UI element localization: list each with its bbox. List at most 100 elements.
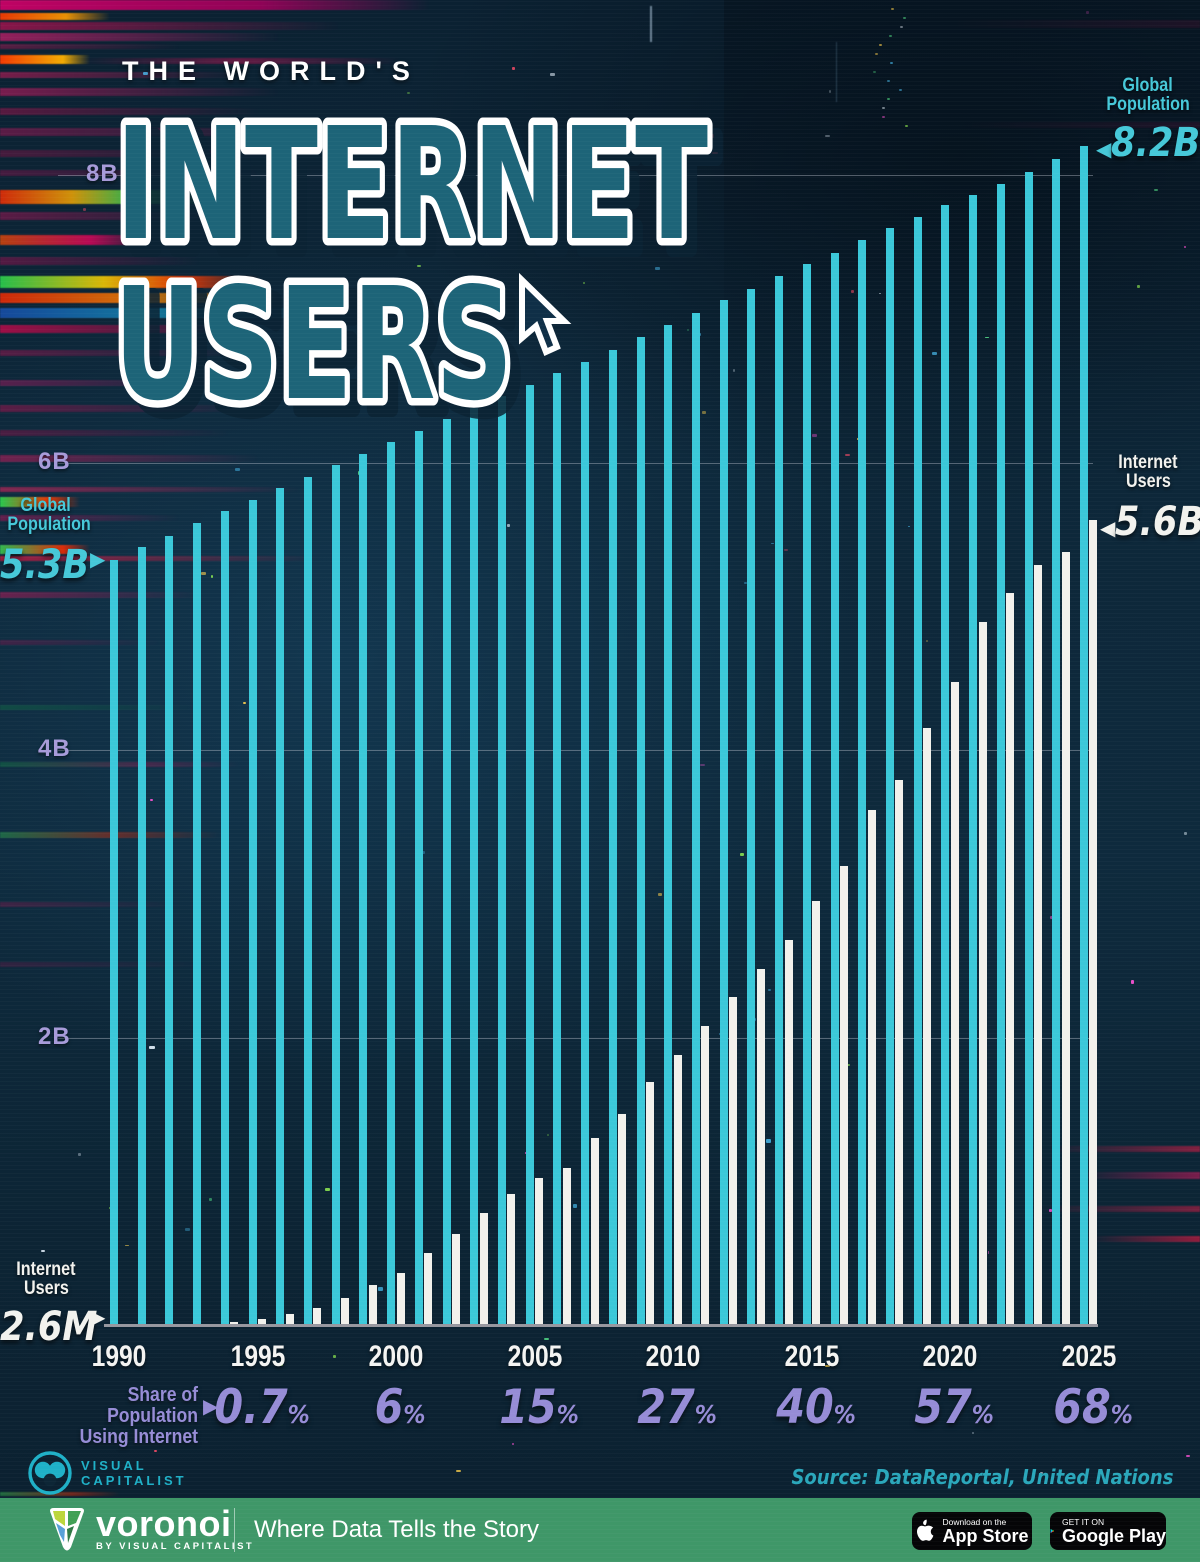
- glitch-speck: [844, 453, 850, 457]
- internet-users-bar: [479, 1212, 488, 1325]
- x-axis-tick: 2020: [923, 1340, 978, 1373]
- internet-users-bar: [285, 1314, 294, 1325]
- glitch-speck: [143, 72, 148, 76]
- internet-users-bar: [1061, 551, 1070, 1325]
- internet-users-bar: [923, 728, 932, 1325]
- population-bar: [193, 522, 202, 1325]
- title-kicker: THE WORLD'S: [122, 56, 420, 86]
- annotation-value: 5.6B: [1115, 499, 1200, 545]
- glitch-speck: [1075, 1360, 1080, 1364]
- glitch-speck: [1154, 188, 1158, 191]
- glitch-speck: [882, 107, 886, 109]
- population-bar: [137, 547, 146, 1325]
- annotation-label: Internet: [1118, 452, 1178, 473]
- glitch-speck: [812, 434, 818, 438]
- svg-text:INTERNET: INTERNET: [126, 105, 718, 286]
- glitch-speck: [846, 1063, 851, 1067]
- voronoi-brand[interactable]: voronoi BY VISUAL CAPITALIST: [96, 1506, 255, 1553]
- bar-series: [110, 146, 1098, 1325]
- apple-icon: [917, 1519, 934, 1541]
- glitch-speck: [150, 798, 154, 801]
- vc-logo-line2: CAPITALIST: [81, 1473, 187, 1488]
- share-value: 6%: [374, 1380, 426, 1435]
- glitch-speck: [882, 116, 886, 118]
- glitch-speck: [783, 548, 789, 551]
- glitch-speck: [377, 1287, 384, 1291]
- glitch-speck: [573, 1204, 578, 1208]
- glitch-speck: [879, 44, 883, 46]
- internet-users-bar: [729, 997, 738, 1325]
- glitch-speck: [546, 1134, 549, 1137]
- population-bar: [941, 205, 950, 1325]
- glitch-speck: [512, 67, 516, 71]
- x-axis-tick: 2025: [1061, 1340, 1117, 1373]
- annotation-label: Internet: [16, 1259, 76, 1280]
- gridline: [58, 462, 1093, 464]
- app-store-badge[interactable]: Download on the App Store: [912, 1512, 1032, 1550]
- annotation-pop-1990: Global Population 5.3B: [0, 496, 92, 588]
- svg-text:USERS: USERS: [124, 265, 523, 446]
- internet-users-bar: [978, 622, 987, 1325]
- glitch-speck: [325, 1188, 330, 1191]
- population-bar: [359, 453, 368, 1325]
- internet-users-bar: [1006, 593, 1015, 1325]
- glitch-speck: [851, 290, 855, 293]
- glitch-speck: [1183, 245, 1186, 249]
- annotation-label: Users: [23, 1278, 69, 1299]
- population-bar: [1079, 146, 1088, 1325]
- glitch-speck: [874, 53, 878, 55]
- population-bar: [470, 407, 479, 1325]
- population-bar: [165, 535, 174, 1325]
- population-bar: [913, 216, 922, 1325]
- glitch-speck: [701, 410, 706, 414]
- google-play-small-text: GET IT ON: [1061, 1516, 1105, 1527]
- glitch-speck: [1137, 285, 1141, 289]
- visual-capitalist-logo[interactable]: VISUAL CAPITALIST: [27, 1450, 187, 1496]
- glitch-speck: [416, 264, 422, 267]
- glitch-speck: [739, 852, 745, 856]
- internet-users-bar: [701, 1026, 710, 1325]
- population-bar: [664, 324, 673, 1325]
- x-axis-tick: 1995: [230, 1340, 285, 1373]
- glitch-speck: [825, 1365, 830, 1368]
- title-line2: USERS: [114, 254, 513, 435]
- internet-users-bar: [535, 1178, 544, 1325]
- annotation-label: Users: [1125, 471, 1171, 492]
- population-bar: [525, 384, 534, 1325]
- internet-users-bar: [673, 1054, 682, 1325]
- glitch-speck: [873, 71, 877, 73]
- annotation-value: 2.6M: [0, 1304, 98, 1350]
- annotation-label: Global: [20, 495, 72, 516]
- glitch-speck: [235, 467, 240, 472]
- glitch-speck: [1086, 10, 1089, 14]
- share-value: 15%: [498, 1380, 579, 1435]
- gridline: [58, 1037, 1093, 1039]
- population-bar: [1052, 159, 1061, 1325]
- voronoi-byline: BY VISUAL CAPITALIST: [96, 1541, 255, 1552]
- internet-users-bar: [396, 1273, 405, 1325]
- internet-users-bar: [950, 682, 959, 1325]
- glitch-speck: [243, 701, 246, 705]
- glitch-speck: [1049, 915, 1053, 919]
- gridline: [58, 750, 1093, 751]
- population-bar: [553, 373, 562, 1325]
- population-bar: [414, 430, 423, 1325]
- glitch-speck: [932, 352, 937, 355]
- glitch-speck: [108, 1206, 112, 1209]
- glitch-speck: [332, 1354, 336, 1358]
- glitch-speck: [908, 525, 910, 528]
- population-bar: [858, 239, 867, 1325]
- google-play-big-text: Google Play: [1061, 1525, 1166, 1546]
- voronoi-logo-icon[interactable]: [44, 1505, 90, 1553]
- google-play-badge[interactable]: GET IT ON Google Play: [1050, 1512, 1166, 1550]
- annotation-label: Global: [1122, 75, 1174, 96]
- population-bar: [636, 337, 645, 1325]
- glitch-speck: [208, 1198, 213, 1202]
- internet-users-bar: [424, 1253, 433, 1325]
- glitch-speck: [686, 329, 690, 332]
- title-wordmark: INTERNET USERS INTERNET USERS: [107, 87, 727, 449]
- arrow-left-icon: ◀: [1100, 516, 1116, 540]
- arrow-left-icon: ◀: [1096, 137, 1112, 161]
- population-bar: [581, 361, 590, 1325]
- glitch-speck: [886, 98, 890, 100]
